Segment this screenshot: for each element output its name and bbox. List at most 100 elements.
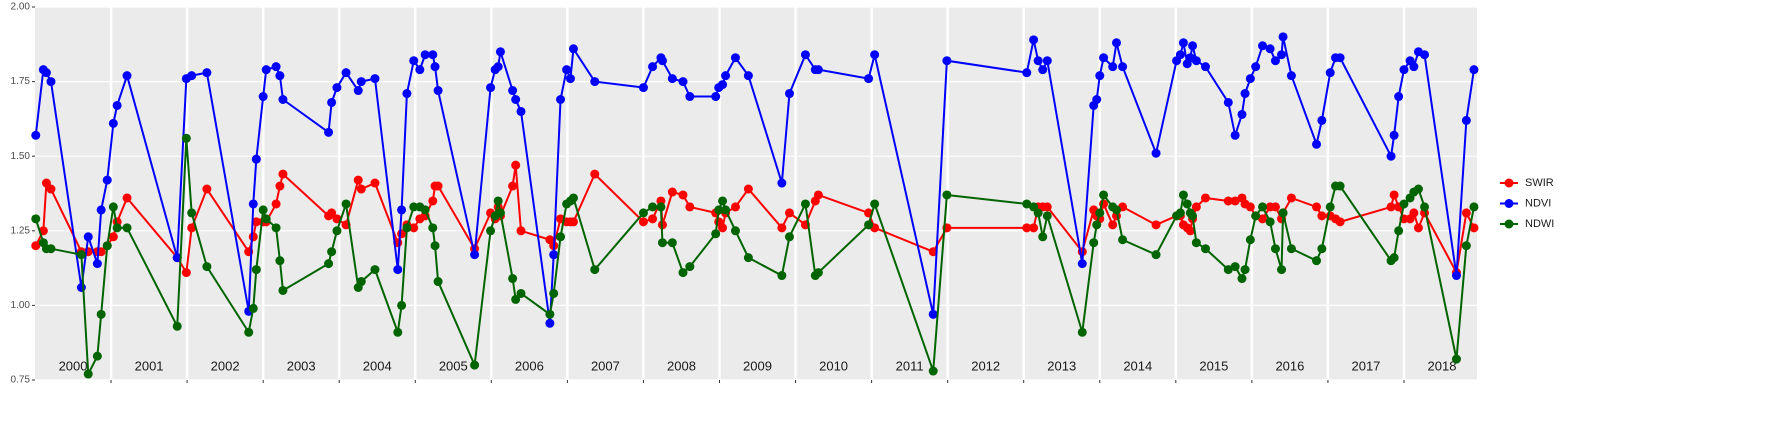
point [685, 202, 695, 212]
point [275, 71, 285, 81]
point [1413, 184, 1423, 194]
y-tick-label: 2.00 [11, 2, 31, 13]
point [1151, 148, 1161, 158]
point [1317, 115, 1327, 125]
point [31, 241, 41, 251]
point [1223, 265, 1233, 275]
point [1188, 211, 1198, 221]
point [397, 205, 407, 215]
point [568, 44, 578, 54]
point [777, 271, 787, 281]
point [251, 154, 261, 164]
point [1389, 130, 1399, 140]
point [1461, 208, 1471, 218]
point [341, 199, 351, 209]
year-label: 2004 [363, 358, 392, 373]
point [777, 178, 787, 188]
point [327, 208, 337, 218]
point [495, 47, 505, 57]
point [685, 262, 695, 272]
point [356, 77, 366, 87]
point [324, 127, 334, 137]
point [46, 184, 56, 194]
legend-key [1504, 219, 1514, 229]
point [96, 205, 106, 215]
point [1409, 62, 1419, 72]
point [353, 86, 363, 96]
point [83, 369, 93, 379]
y-tick-label: 1.75 [11, 76, 31, 87]
point [1258, 202, 1268, 212]
point [556, 232, 566, 242]
point [1409, 208, 1419, 218]
point [1200, 62, 1210, 72]
point [1312, 202, 1322, 212]
point [568, 217, 578, 227]
point [1108, 62, 1118, 72]
point [172, 321, 182, 331]
year-label: 2018 [1428, 358, 1457, 373]
point [1420, 202, 1430, 212]
point [562, 65, 572, 75]
point [685, 92, 695, 102]
legend-label: SWIR [1525, 177, 1554, 189]
point [251, 217, 261, 227]
point [1230, 262, 1240, 272]
point [1178, 38, 1188, 48]
point [486, 83, 496, 93]
point [244, 327, 254, 337]
point [1277, 265, 1287, 275]
point [711, 92, 721, 102]
point [730, 226, 740, 236]
legend-key [1504, 178, 1514, 188]
point [1191, 238, 1201, 248]
point [638, 217, 648, 227]
point [202, 68, 212, 78]
point [370, 74, 380, 84]
point [813, 190, 823, 200]
point [743, 253, 753, 263]
point [486, 226, 496, 236]
point [516, 288, 526, 298]
point [1108, 220, 1118, 230]
point [1335, 53, 1345, 63]
point [1077, 327, 1087, 337]
year-label: 2015 [1199, 358, 1228, 373]
point [718, 80, 728, 90]
point [76, 282, 86, 292]
point [470, 250, 480, 260]
point [31, 214, 41, 224]
point [46, 244, 56, 254]
point [678, 268, 688, 278]
point [657, 238, 667, 248]
point [1312, 256, 1322, 266]
point [1178, 190, 1188, 200]
year-label: 2003 [287, 358, 316, 373]
point [667, 74, 677, 84]
point [508, 86, 518, 96]
point [1223, 196, 1233, 206]
point [667, 238, 677, 248]
point [1270, 56, 1280, 66]
point [638, 83, 648, 93]
point [516, 106, 526, 116]
point [393, 327, 403, 337]
point [493, 62, 503, 72]
point [1278, 208, 1288, 218]
point [1251, 62, 1261, 72]
point [76, 250, 86, 260]
point [1112, 205, 1121, 215]
point [495, 208, 505, 218]
point [271, 62, 281, 72]
point [261, 214, 271, 224]
point [102, 175, 112, 185]
point [590, 265, 600, 275]
point [1317, 244, 1327, 254]
point [420, 50, 430, 60]
point [251, 265, 261, 275]
y-tick-label: 1.50 [11, 151, 31, 162]
point [667, 187, 677, 197]
point [370, 265, 380, 275]
point [271, 223, 281, 233]
